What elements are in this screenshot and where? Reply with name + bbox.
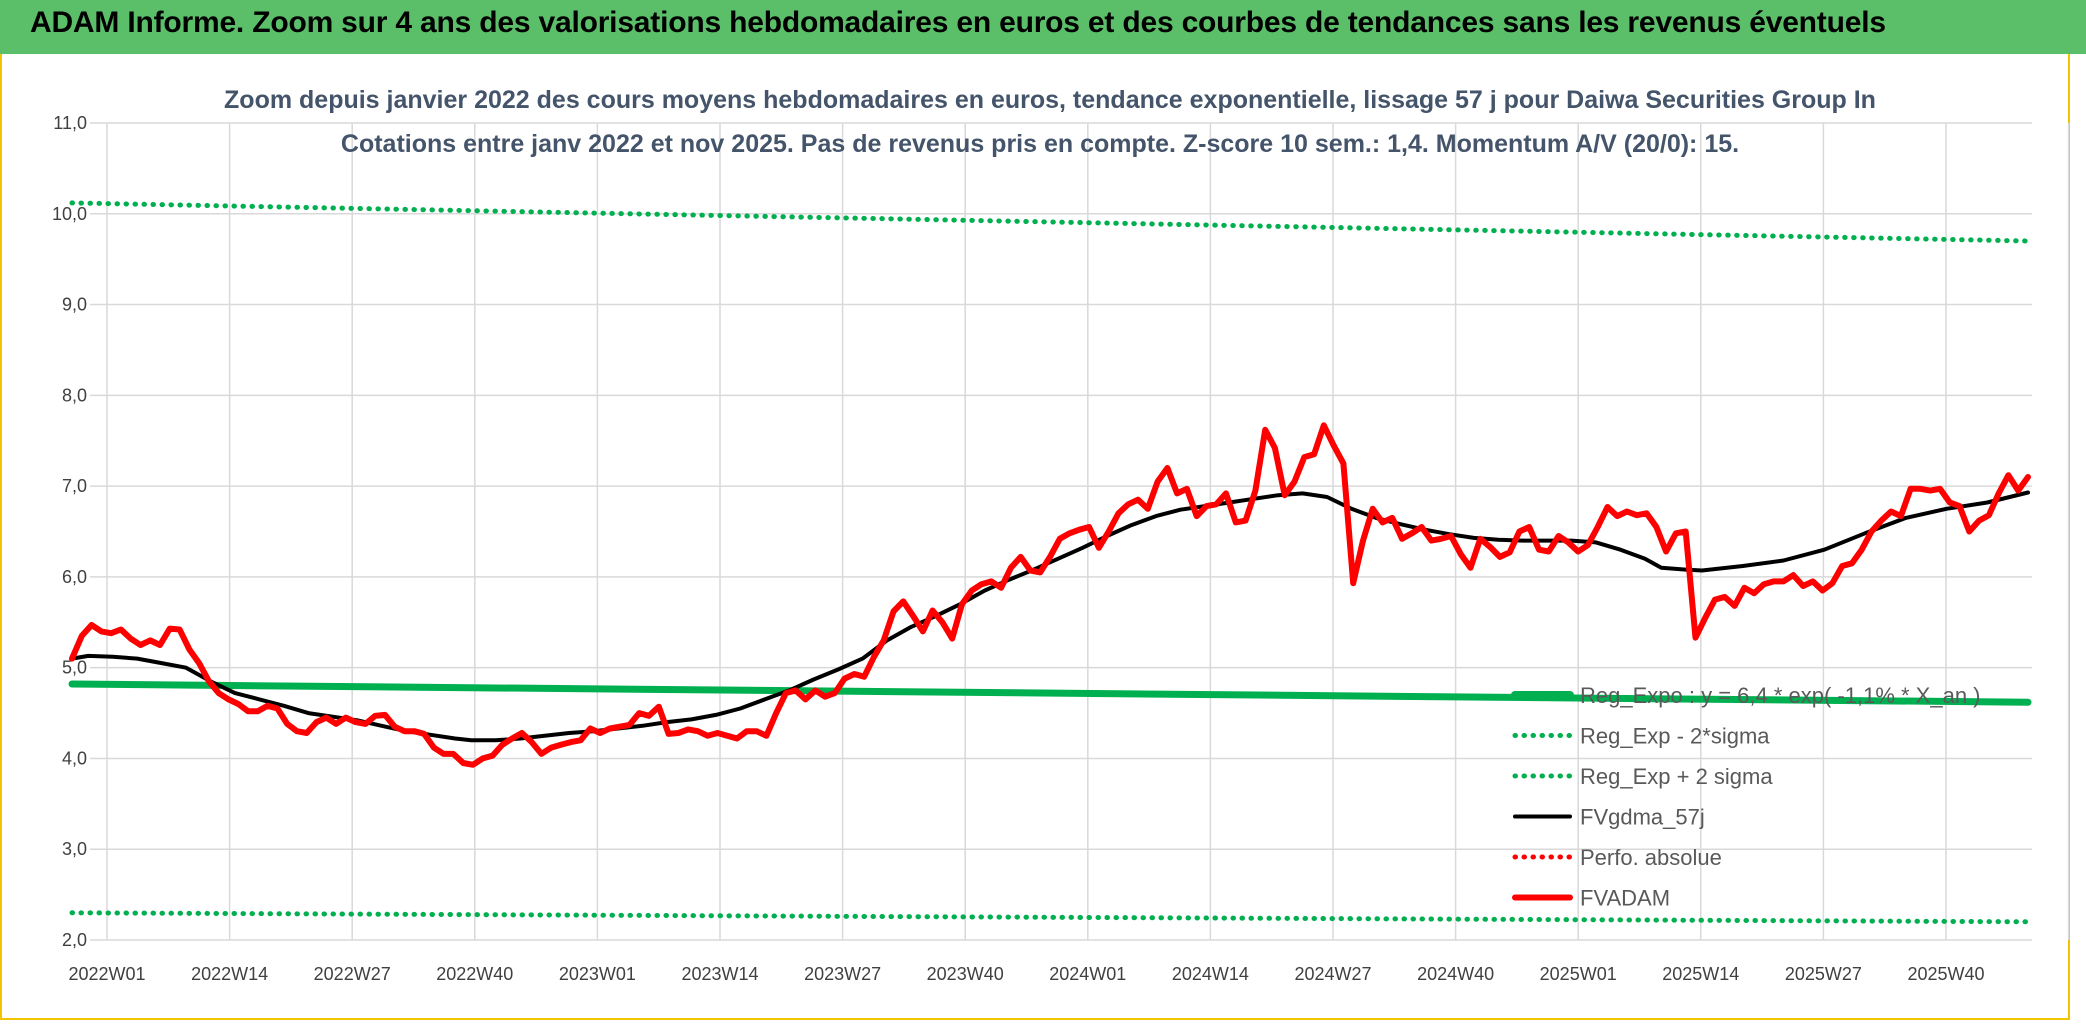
series-line	[69, 910, 2031, 925]
x-tick-label: 2024W01	[1049, 964, 1126, 984]
report-banner: ADAM Informe. Zoom sur 4 ans des valoris…	[0, 0, 2086, 54]
y-tick-label: 5,0	[62, 658, 87, 678]
x-tick-label: 2025W01	[1540, 964, 1617, 984]
y-tick-label: 8,0	[62, 385, 87, 405]
x-tick-label: 2023W01	[559, 964, 636, 984]
y-tick-label: 9,0	[62, 295, 87, 315]
y-tick-label: 4,0	[62, 748, 87, 768]
x-tick-label: 2025W27	[1785, 964, 1862, 984]
chart-subtitle: Cotations entre janv 2022 et nov 2025. P…	[341, 130, 1739, 158]
x-tick-label: 2025W40	[1907, 964, 1984, 984]
x-tick-label: 2022W27	[314, 964, 391, 984]
y-tick-label: 2,0	[62, 930, 87, 950]
x-tick-label: 2023W14	[681, 964, 758, 984]
x-tick-label: 2025W14	[1662, 964, 1739, 984]
y-tick-label: 6,0	[62, 567, 87, 587]
chart-legend: Reg_Expo : y = 6,4 * exp( -1,1% * X_an )…	[1511, 683, 1981, 911]
x-axis-ticks: 2022W01 2022W14 2022W27 2022W40 2023W01 2023W…	[68, 964, 1984, 984]
legend-label: Reg_Exp - 2*sigma	[1580, 724, 1770, 749]
series-line	[69, 422, 2031, 768]
chart-series	[68, 200, 2032, 925]
series-line	[68, 680, 2032, 706]
legend-label: FVgdma_57j	[1580, 805, 1705, 830]
x-tick-label: 2023W27	[804, 964, 881, 984]
x-tick-label: 2024W14	[1172, 964, 1249, 984]
x-tick-label: 2023W40	[927, 964, 1004, 984]
x-tick-label: 2022W40	[436, 964, 513, 984]
legend-label: Reg_Exp + 2 sigma	[1580, 764, 1773, 789]
x-tick-label: 2022W01	[68, 964, 145, 984]
series-line	[69, 200, 2031, 244]
y-tick-label: 7,0	[62, 476, 87, 496]
y-axis-ticks: 2,0 3,0 4,0 5,0 6,0 7,0 8,0 9,0 10,0 11,0	[52, 113, 87, 950]
report-title: ADAM Informe. Zoom sur 4 ans des valoris…	[30, 6, 1886, 39]
legend-label: FVADAM	[1580, 886, 1670, 911]
y-tick-label: 3,0	[62, 839, 87, 859]
x-tick-label: 2024W27	[1294, 964, 1371, 984]
chart-title: Zoom depuis janvier 2022 des cours moyen…	[224, 86, 1876, 114]
x-tick-label: 2022W14	[191, 964, 268, 984]
legend-label: Reg_Expo : y = 6,4 * exp( -1,1% * X_an )	[1580, 683, 1981, 708]
x-tick-label: 2024W40	[1417, 964, 1494, 984]
series-line	[70, 490, 2030, 743]
legend-label: Perfo. absolue	[1580, 845, 1722, 870]
y-tick-label: 11,0	[53, 113, 87, 133]
y-tick-label: 10,0	[52, 204, 87, 224]
chart-grid	[90, 122, 2070, 941]
